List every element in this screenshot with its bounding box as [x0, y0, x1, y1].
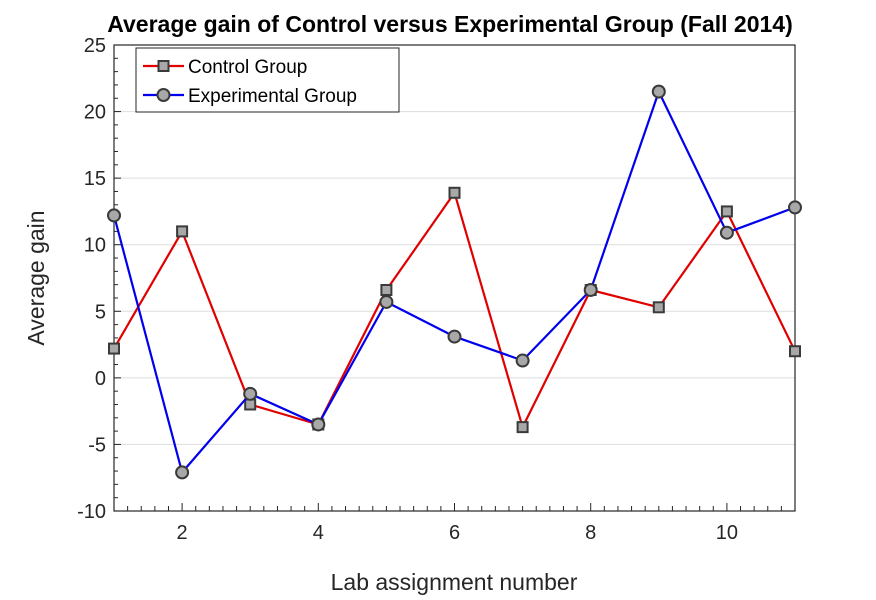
series-1: [108, 186, 801, 434]
legend-box: [135, 47, 400, 113]
data-point-circle: [243, 386, 258, 401]
legend-marker-circle: [156, 88, 171, 102]
legend: Control Group Experimental Group: [135, 47, 400, 113]
y-tick-label: 20: [84, 102, 106, 124]
data-point-square: [108, 342, 120, 355]
series-2: [107, 84, 802, 480]
y-axis-label: Average gain: [23, 210, 49, 345]
data-point-square: [652, 301, 665, 314]
y-tick-label: 0: [95, 368, 106, 390]
series-layer: [107, 84, 802, 480]
x-axis-label: Lab assignment number: [331, 569, 578, 595]
data-point-circle: [788, 200, 802, 215]
data-point-circle: [447, 329, 462, 344]
legend-label: Control Group: [188, 57, 307, 78]
y-axis-ticks: -10 -5 0 5 10 15 20 25: [77, 35, 121, 523]
y-tick-label: 5: [95, 301, 106, 323]
data-point-circle: [515, 353, 530, 368]
data-point-square: [176, 225, 189, 238]
x-axis-ticks: 2 4 6 8 10: [177, 503, 738, 544]
data-point-square: [244, 398, 257, 411]
y-tick-label: 15: [84, 168, 106, 190]
data-point-square: [789, 345, 801, 358]
x-tick-label: 8: [585, 522, 596, 544]
legend-item: Control Group: [143, 57, 307, 78]
data-point-circle: [719, 225, 734, 240]
data-point-circle: [175, 465, 190, 480]
chart-title: Average gain of Control versus Experimen…: [107, 11, 793, 37]
y-tick-label: -10: [77, 501, 106, 523]
series-line: [113, 191, 796, 429]
y-tick-label: -5: [88, 434, 106, 456]
data-point-square: [516, 421, 529, 434]
x-tick-label: 6: [449, 522, 460, 544]
data-point-square: [720, 205, 733, 218]
data-point-circle: [107, 208, 121, 223]
plot-area-frame: [113, 44, 796, 512]
x-tick-label: 4: [313, 522, 324, 544]
x-tick-label: 2: [177, 522, 188, 544]
data-point-square: [448, 186, 461, 199]
data-point-circle: [651, 84, 666, 99]
data-point-circle: [583, 282, 598, 297]
data-point-circle: [311, 417, 326, 432]
data-point-circle: [379, 294, 394, 309]
legend-label: Experimental Group: [188, 86, 357, 107]
legend-item: Experimental Group: [143, 86, 357, 107]
legend-marker-square: [157, 60, 170, 72]
data-point-square: [380, 283, 393, 296]
minor-ticks: [113, 57, 796, 511]
x-tick-label: 10: [716, 522, 738, 544]
series-line: [112, 90, 796, 474]
y-tick-label: 10: [84, 235, 106, 257]
y-tick-label: 25: [84, 35, 106, 57]
